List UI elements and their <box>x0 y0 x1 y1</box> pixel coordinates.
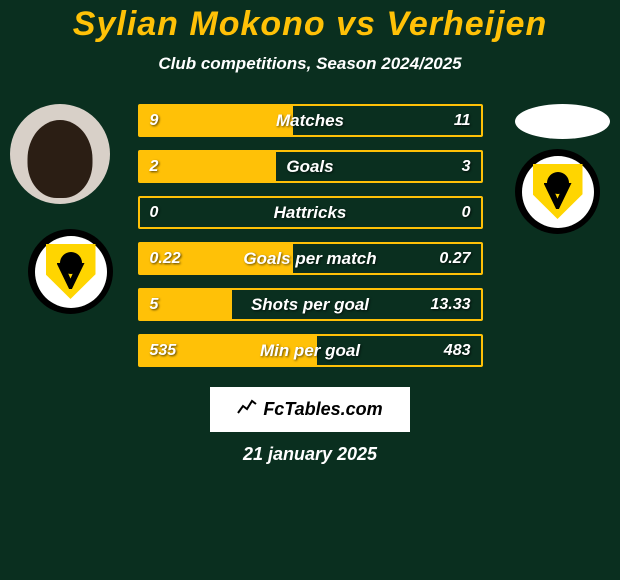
player-photo-right <box>515 104 610 139</box>
badge-inner <box>522 156 594 228</box>
attribution-text: FcTables.com <box>263 399 382 420</box>
stat-value-right: 0.27 <box>439 250 470 268</box>
stat-bars: 9Matches11 2Goals3 0Hattricks0 0.22Goals pe… <box>138 104 483 367</box>
stat-value-right: 3 <box>462 158 471 176</box>
page-title: Sylian Mokono vs Verheijen <box>0 5 620 44</box>
stat-bar: 5Shots per goal13.33 <box>138 288 483 321</box>
badge-inner <box>35 236 107 308</box>
player-photo-left <box>10 104 110 204</box>
stat-bar: 2Goals3 <box>138 150 483 183</box>
stat-label: Goals <box>140 157 481 177</box>
player-silhouette <box>28 120 93 198</box>
date-label: 21 january 2025 <box>0 444 620 465</box>
club-badge-left <box>28 229 113 314</box>
stat-value-right: 11 <box>454 112 471 130</box>
badge-shield <box>533 164 583 219</box>
stat-label: Hattricks <box>140 203 481 223</box>
stat-bar: 0Hattricks0 <box>138 196 483 229</box>
club-badge-right <box>515 149 600 234</box>
attribution-box: FcTables.com <box>210 387 410 432</box>
chart-icon <box>237 399 257 420</box>
stat-label: Goals per match <box>140 249 481 269</box>
stat-value-right: 0 <box>462 204 471 222</box>
stat-bar: 9Matches11 <box>138 104 483 137</box>
stats-area: 9Matches11 2Goals3 0Hattricks0 0.22Goals pe… <box>0 104 620 367</box>
infographic-container: Sylian Mokono vs Verheijen Club competit… <box>0 0 620 465</box>
stat-bar: 0.22Goals per match0.27 <box>138 242 483 275</box>
badge-shield <box>46 244 96 299</box>
subtitle: Club competitions, Season 2024/2025 <box>0 54 620 74</box>
stat-label: Min per goal <box>140 341 481 361</box>
stat-bar: 535Min per goal483 <box>138 334 483 367</box>
stat-value-right: 483 <box>444 342 471 360</box>
stat-value-right: 13.33 <box>430 296 470 314</box>
stat-label: Matches <box>140 111 481 131</box>
